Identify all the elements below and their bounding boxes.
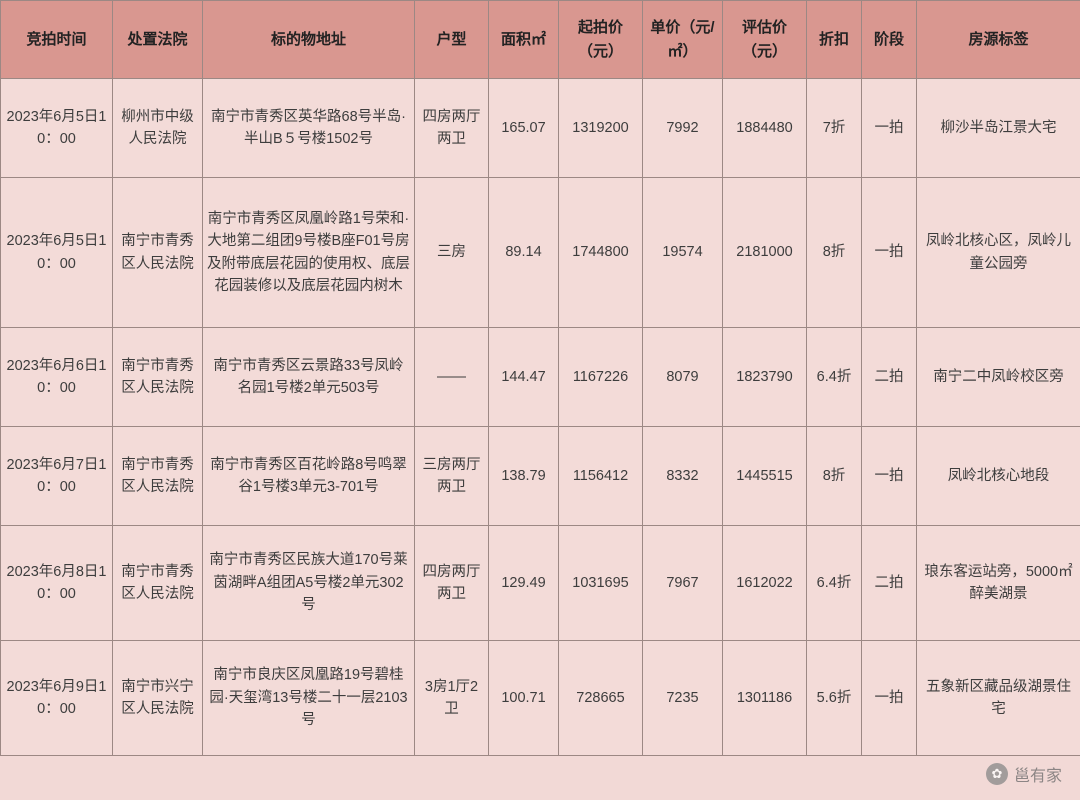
cell-stage: 二拍 (862, 328, 917, 427)
cell-unit: 7967 (643, 526, 723, 641)
cell-area: 144.47 (489, 328, 559, 427)
cell-court: 南宁市青秀区人民法院 (113, 526, 203, 641)
cell-address: 南宁市良庆区凤凰路19号碧桂园·天玺湾13号楼二十一层2103号 (203, 641, 415, 756)
cell-area: 100.71 (489, 641, 559, 756)
watermark-text: 邕有家 (1014, 762, 1062, 786)
wechat-icon: ✿ (986, 763, 1008, 785)
cell-eval: 1301186 (723, 641, 807, 756)
cell-eval: 1612022 (723, 526, 807, 641)
cell-time: 2023年6月7日10：00 (1, 427, 113, 526)
table-row: 2023年6月8日10：00南宁市青秀区人民法院南宁市青秀区民族大道170号莱茵… (1, 526, 1080, 641)
cell-layout: 四房两厅两卫 (415, 79, 489, 178)
cell-area: 129.49 (489, 526, 559, 641)
col-header-unit: 单价（元/㎡） (643, 1, 723, 79)
cell-layout: 三房 (415, 178, 489, 328)
cell-address: 南宁市青秀区凤凰岭路1号荣和·大地第二组团9号楼B座F01号房及附带底层花园的使… (203, 178, 415, 328)
cell-start: 1319200 (559, 79, 643, 178)
table-row: 2023年6月5日10：00南宁市青秀区人民法院南宁市青秀区凤凰岭路1号荣和·大… (1, 178, 1080, 328)
cell-layout: 3房1厅2卫 (415, 641, 489, 756)
cell-discount: 6.4折 (807, 328, 862, 427)
cell-eval: 1884480 (723, 79, 807, 178)
cell-court: 南宁市青秀区人民法院 (113, 427, 203, 526)
cell-start: 1744800 (559, 178, 643, 328)
col-header-start: 起拍价（元） (559, 1, 643, 79)
cell-tag: 凤岭北核心区，凤岭儿童公园旁 (917, 178, 1080, 328)
cell-unit: 7235 (643, 641, 723, 756)
cell-tag: 琅东客运站旁，5000㎡醉美湖景 (917, 526, 1080, 641)
cell-address: 南宁市青秀区云景路33号凤岭名园1号楼2单元503号 (203, 328, 415, 427)
col-header-eval: 评估价（元） (723, 1, 807, 79)
cell-tag: 柳沙半岛江景大宅 (917, 79, 1080, 178)
cell-discount: 5.6折 (807, 641, 862, 756)
cell-address: 南宁市青秀区民族大道170号莱茵湖畔A组团A5号楼2单元302号 (203, 526, 415, 641)
col-header-layout: 户型 (415, 1, 489, 79)
cell-unit: 19574 (643, 178, 723, 328)
cell-stage: 一拍 (862, 79, 917, 178)
cell-start: 1156412 (559, 427, 643, 526)
table-row: 2023年6月5日10：00柳州市中级人民法院南宁市青秀区英华路68号半岛·半山… (1, 79, 1080, 178)
col-header-time: 竞拍时间 (1, 1, 113, 79)
cell-tag: 凤岭北核心地段 (917, 427, 1080, 526)
cell-unit: 8332 (643, 427, 723, 526)
table-row: 2023年6月7日10：00南宁市青秀区人民法院南宁市青秀区百花岭路8号鸣翠谷1… (1, 427, 1080, 526)
col-header-area: 面积㎡ (489, 1, 559, 79)
cell-stage: 一拍 (862, 427, 917, 526)
cell-tag: 五象新区藏品级湖景住宅 (917, 641, 1080, 756)
cell-stage: 一拍 (862, 641, 917, 756)
cell-discount: 8折 (807, 178, 862, 328)
cell-address: 南宁市青秀区百花岭路8号鸣翠谷1号楼3单元3-701号 (203, 427, 415, 526)
cell-layout: —— (415, 328, 489, 427)
cell-court: 南宁市青秀区人民法院 (113, 328, 203, 427)
cell-tag: 南宁二中凤岭校区旁 (917, 328, 1080, 427)
col-header-tag: 房源标签 (917, 1, 1080, 79)
cell-time: 2023年6月5日10：00 (1, 79, 113, 178)
cell-stage: 二拍 (862, 526, 917, 641)
col-header-court: 处置法院 (113, 1, 203, 79)
cell-court: 柳州市中级人民法院 (113, 79, 203, 178)
cell-discount: 6.4折 (807, 526, 862, 641)
cell-court: 南宁市兴宁区人民法院 (113, 641, 203, 756)
table-row: 2023年6月6日10：00南宁市青秀区人民法院南宁市青秀区云景路33号凤岭名园… (1, 328, 1080, 427)
cell-layout: 四房两厅两卫 (415, 526, 489, 641)
cell-time: 2023年6月5日10：00 (1, 178, 113, 328)
cell-discount: 8折 (807, 427, 862, 526)
cell-eval: 1823790 (723, 328, 807, 427)
cell-unit: 7992 (643, 79, 723, 178)
cell-start: 1167226 (559, 328, 643, 427)
cell-start: 1031695 (559, 526, 643, 641)
cell-layout: 三房两厅两卫 (415, 427, 489, 526)
cell-court: 南宁市青秀区人民法院 (113, 178, 203, 328)
table-header-row: 竞拍时间处置法院标的物地址户型面积㎡起拍价（元）单价（元/㎡）评估价（元）折扣阶… (1, 1, 1080, 79)
cell-address: 南宁市青秀区英华路68号半岛·半山B５号楼1502号 (203, 79, 415, 178)
cell-start: 728665 (559, 641, 643, 756)
cell-stage: 一拍 (862, 178, 917, 328)
cell-unit: 8079 (643, 328, 723, 427)
cell-area: 138.79 (489, 427, 559, 526)
col-header-address: 标的物地址 (203, 1, 415, 79)
cell-area: 165.07 (489, 79, 559, 178)
cell-time: 2023年6月6日10：00 (1, 328, 113, 427)
cell-area: 89.14 (489, 178, 559, 328)
cell-discount: 7折 (807, 79, 862, 178)
watermark: ✿ 邕有家 (986, 762, 1062, 786)
col-header-discount: 折扣 (807, 1, 862, 79)
cell-time: 2023年6月8日10：00 (1, 526, 113, 641)
auction-table: 竞拍时间处置法院标的物地址户型面积㎡起拍价（元）单价（元/㎡）评估价（元）折扣阶… (0, 0, 1080, 756)
table-row: 2023年6月9日10：00南宁市兴宁区人民法院南宁市良庆区凤凰路19号碧桂园·… (1, 641, 1080, 756)
cell-eval: 1445515 (723, 427, 807, 526)
cell-eval: 2181000 (723, 178, 807, 328)
col-header-stage: 阶段 (862, 1, 917, 79)
cell-time: 2023年6月9日10：00 (1, 641, 113, 756)
